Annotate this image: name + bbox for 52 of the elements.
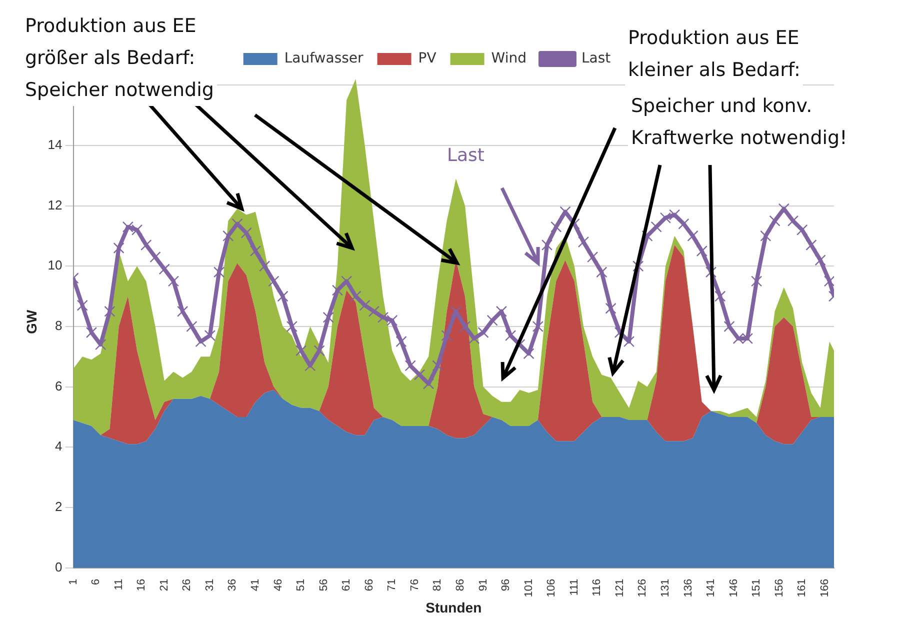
x-tick-label: 31	[204, 578, 216, 592]
x-tick-label: 21	[158, 578, 170, 592]
x-tick-label: 91	[477, 578, 490, 592]
x-tick-label: 161	[796, 578, 808, 598]
x-tick-label: 151	[750, 578, 763, 598]
y-tick-label: 0	[55, 559, 62, 574]
y-tick-label: 14	[48, 136, 62, 152]
x-tick-label: 86	[454, 578, 466, 592]
y-tick-label: 2	[55, 499, 62, 514]
x-tick-label: 56	[318, 578, 330, 592]
x-tick-label: 11	[112, 578, 125, 590]
x-tick-label: 156	[773, 578, 786, 598]
y-tick-label: 4	[55, 438, 62, 454]
x-tick-label: 166	[818, 578, 831, 598]
y-tick-label: 6	[55, 378, 62, 394]
legend-label: Laufwasser	[284, 50, 364, 67]
x-tick-label: 66	[363, 578, 376, 592]
x-tick-label: 26	[181, 578, 194, 592]
annotation: Produktion aus EE größer als Bedarf: Speicher notwendig	[22, 10, 217, 106]
x-tick-label: 96	[500, 578, 512, 592]
legend-label: Wind	[491, 50, 526, 67]
x-tick-label: 76	[408, 578, 421, 592]
x-tick-label: 6	[90, 578, 102, 585]
x-tick-label: 106	[546, 578, 558, 598]
annotation: Last	[446, 144, 486, 168]
y-axis-title: GW	[23, 309, 40, 334]
x-tick-label: 131	[659, 578, 672, 598]
x-tick-label: 116	[591, 578, 604, 596]
x-tick-label: 1	[67, 578, 80, 585]
x-tick-label: 146	[728, 578, 740, 598]
annotation: Speicher und konv. Kraftwerke notwendig!	[628, 90, 850, 154]
x-tick-label: 36	[226, 578, 239, 592]
y-tick-label: 8	[55, 318, 62, 334]
x-tick-label: 51	[295, 578, 308, 592]
x-tick-label: 61	[340, 578, 353, 592]
x-tick-label: 126	[636, 578, 649, 598]
y-tick-label: 12	[48, 197, 62, 212]
annotation: Produktion aus EE kleiner als Bedarf:	[625, 22, 804, 86]
x-tick-label: 141	[705, 578, 718, 598]
x-tick-label: 81	[432, 578, 444, 592]
x-axis-title: Stunden	[426, 599, 482, 616]
x-tick-label: 111	[568, 578, 580, 596]
x-tick-label: 101	[522, 578, 535, 598]
x-tick-label: 16	[136, 578, 148, 592]
x-tick-label: 71	[386, 578, 398, 592]
y-tick-label: 10	[48, 258, 62, 273]
x-tick-label: 46	[272, 578, 284, 592]
legend-label: Last	[581, 50, 612, 67]
legend-label: PV	[418, 50, 437, 67]
x-tick-label: 41	[250, 578, 262, 592]
x-tick-label: 136	[682, 578, 694, 598]
x-tick-label: 121	[614, 578, 626, 598]
